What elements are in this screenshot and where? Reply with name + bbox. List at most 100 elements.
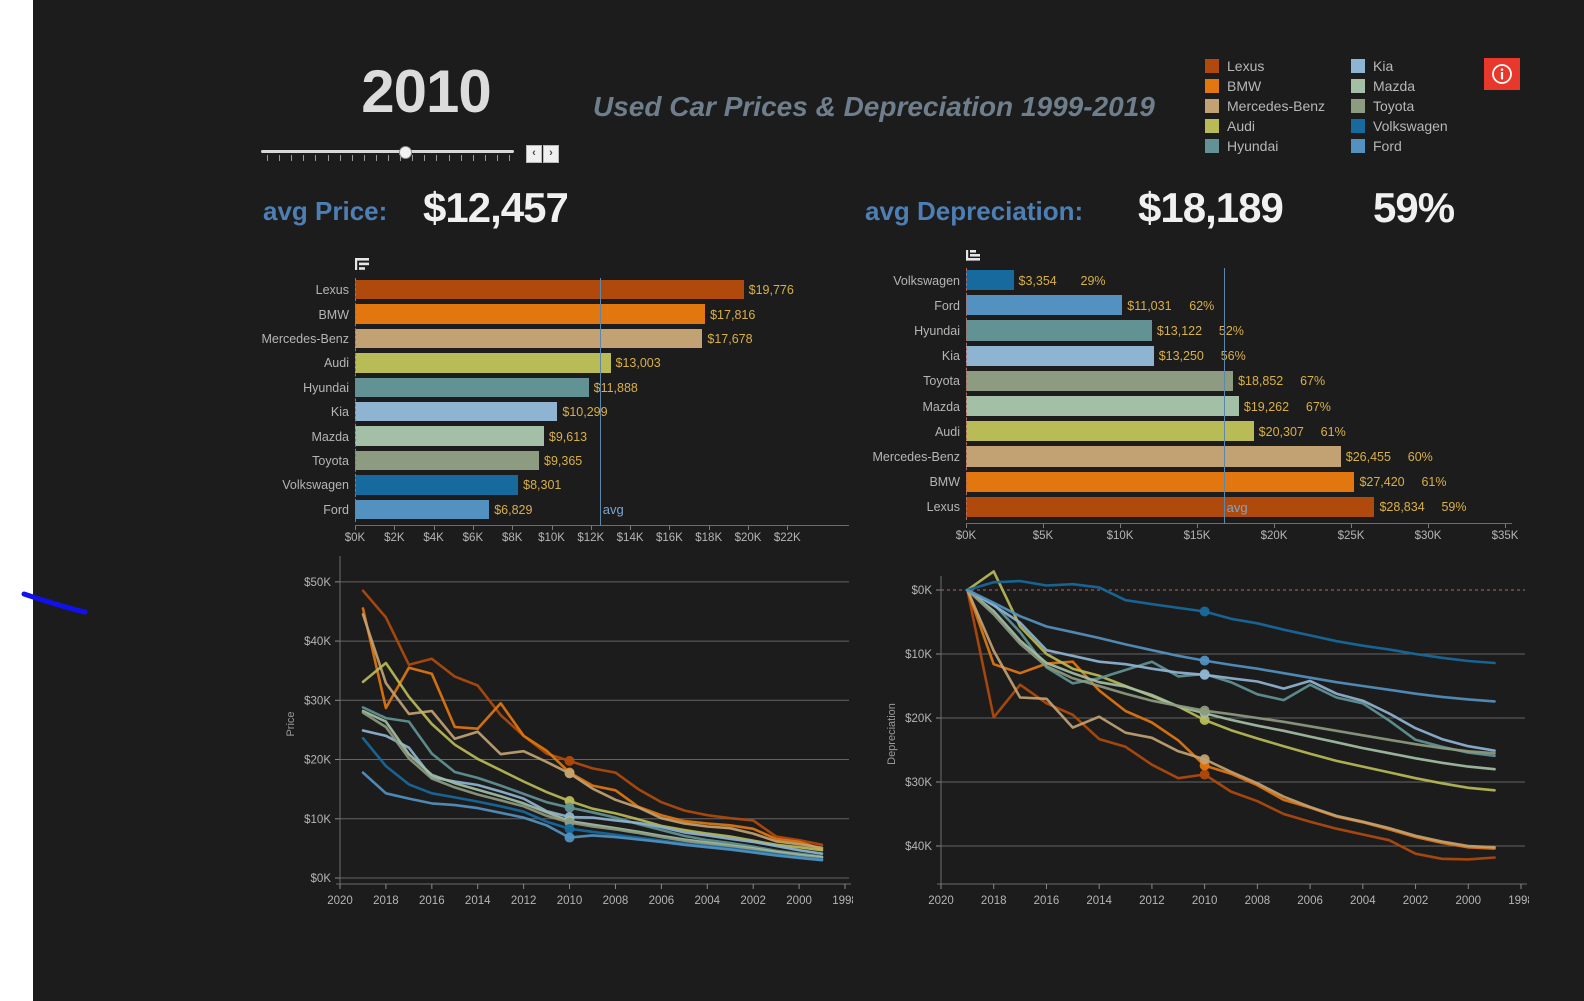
series-line-audi[interactable] bbox=[966, 570, 1496, 792]
legend-item-lexus[interactable]: Lexus bbox=[1205, 56, 1345, 76]
slider-track[interactable] bbox=[261, 150, 514, 153]
series-highlight-marker[interactable] bbox=[1199, 669, 1210, 680]
table-row[interactable]: Toyota $18,852 67% bbox=[923, 369, 1512, 394]
bar-segment[interactable] bbox=[966, 295, 1123, 316]
bar-segment[interactable] bbox=[355, 450, 540, 471]
series-highlight-marker[interactable] bbox=[1199, 705, 1210, 716]
series-line-ford[interactable] bbox=[966, 588, 1496, 703]
bar-segment[interactable] bbox=[355, 353, 611, 373]
series-highlight-marker[interactable] bbox=[564, 768, 575, 779]
series-highlight-marker[interactable] bbox=[1199, 754, 1210, 765]
info-circle-icon[interactable] bbox=[1484, 58, 1520, 90]
table-row[interactable]: Mercedes-Benz $17,678 bbox=[261, 327, 849, 351]
legend-item-hyundai[interactable]: Hyundai bbox=[1205, 136, 1345, 156]
bar-segment[interactable] bbox=[966, 421, 1254, 442]
legend-item-mazda[interactable]: Mazda bbox=[1351, 76, 1491, 96]
slider-tick bbox=[363, 155, 365, 161]
table-row[interactable]: Volkswagen $3,354 29% bbox=[893, 268, 1512, 293]
table-row[interactable]: Audi $20,307 61% bbox=[935, 419, 1512, 444]
series-line-mercedes-benz[interactable] bbox=[966, 588, 1496, 849]
legend-label: BMW bbox=[1227, 78, 1262, 94]
bar-segment[interactable] bbox=[966, 270, 1014, 291]
bar-segment[interactable] bbox=[966, 471, 1355, 492]
legend-item-kia[interactable]: Kia bbox=[1351, 56, 1491, 76]
series-highlight-marker[interactable] bbox=[564, 823, 575, 834]
bar-segment[interactable] bbox=[966, 496, 1375, 517]
series-highlight-marker[interactable] bbox=[564, 802, 575, 813]
bar-segment[interactable] bbox=[355, 499, 490, 519]
bar-segment[interactable] bbox=[966, 446, 1341, 467]
series-highlight-marker[interactable] bbox=[1199, 769, 1210, 780]
slider-tick bbox=[339, 155, 341, 161]
table-row[interactable]: BMW $17,816 bbox=[318, 302, 849, 326]
series-line-hyundai[interactable] bbox=[361, 706, 824, 858]
series-line-ford[interactable] bbox=[361, 771, 824, 862]
bar-category-label: Kia bbox=[941, 349, 960, 364]
bar-segment[interactable] bbox=[355, 304, 706, 324]
bar-segment[interactable] bbox=[966, 370, 1234, 391]
series-line-mercedes-benz[interactable] bbox=[361, 613, 824, 850]
legend-item-audi[interactable]: Audi bbox=[1205, 116, 1345, 136]
table-row[interactable]: Ford $11,031 62% bbox=[934, 293, 1512, 318]
series-line-hyundai[interactable] bbox=[966, 588, 1496, 758]
series-line-mazda[interactable] bbox=[966, 588, 1496, 771]
sort-ascending-icon[interactable] bbox=[966, 248, 982, 262]
table-row[interactable]: Kia $10,299 bbox=[331, 400, 849, 424]
bar-category-label: Volkswagen bbox=[893, 273, 960, 288]
table-row[interactable]: Mercedes-Benz $26,455 60% bbox=[872, 444, 1512, 469]
bar-segment[interactable] bbox=[966, 345, 1154, 366]
series-line-audi[interactable] bbox=[361, 661, 824, 852]
series-line-toyota[interactable] bbox=[361, 711, 824, 860]
table-row[interactable]: Hyundai $13,122 52% bbox=[914, 318, 1512, 343]
series-line-volkswagen[interactable] bbox=[966, 579, 1496, 665]
slider-handle[interactable] bbox=[399, 146, 412, 159]
slider-next-button[interactable]: › bbox=[543, 145, 559, 163]
price-line-svg[interactable]: $0K $10K $20K $30K $40K $50K Price 2020 2018 2016… bbox=[278, 552, 858, 922]
series-highlight-marker[interactable] bbox=[564, 755, 575, 766]
bar-segment[interactable] bbox=[355, 401, 558, 422]
table-row[interactable]: Lexus $19,776 bbox=[316, 278, 849, 302]
table-row[interactable]: Volkswagen $8,301 bbox=[282, 473, 849, 497]
bar-segment[interactable] bbox=[355, 328, 703, 349]
legend-label: Mazda bbox=[1373, 78, 1416, 94]
legend-item-volkswagen[interactable]: Volkswagen bbox=[1351, 116, 1491, 136]
series-line-toyota[interactable] bbox=[966, 588, 1496, 755]
x-tick-label: 2000 bbox=[1455, 895, 1481, 907]
legend-item-ford[interactable]: Ford bbox=[1351, 136, 1491, 156]
year-slider[interactable] bbox=[261, 146, 521, 162]
bar-segment[interactable] bbox=[355, 377, 589, 397]
table-row[interactable]: Mazda $9,613 bbox=[311, 424, 849, 448]
table-row[interactable]: Toyota $9,365 bbox=[312, 449, 849, 473]
slider-prev-button[interactable]: ‹ bbox=[526, 145, 542, 163]
table-row[interactable]: Mazda $19,262 67% bbox=[922, 394, 1512, 419]
depreciation-line-svg[interactable]: $0K $10K $20K $30K $40K Depreciation 2020 2018 2… bbox=[869, 552, 1534, 922]
legend-item-bmw[interactable]: BMW bbox=[1205, 76, 1345, 96]
sort-descending-icon[interactable] bbox=[355, 258, 371, 272]
table-row[interactable]: Audi $13,003 bbox=[324, 351, 849, 375]
legend-item-toyota[interactable]: Toyota bbox=[1351, 96, 1491, 116]
series-line-bmw[interactable] bbox=[361, 607, 824, 851]
table-row[interactable]: Hyundai $11,888 bbox=[303, 376, 849, 400]
y-tick-label: $0K bbox=[311, 873, 332, 885]
slider-tick bbox=[448, 155, 450, 161]
bar-segment[interactable] bbox=[355, 426, 544, 446]
series-line-lexus[interactable] bbox=[361, 589, 824, 847]
x-tick-label: 2016 bbox=[1034, 895, 1060, 907]
bar-segment[interactable] bbox=[966, 320, 1152, 341]
series-line-kia[interactable] bbox=[966, 588, 1496, 752]
depreciation-axis-line bbox=[966, 523, 1512, 524]
avg-price-value: $12,457 bbox=[423, 184, 569, 231]
table-row[interactable]: Lexus $28,834 59% bbox=[927, 495, 1512, 520]
bar-segment[interactable] bbox=[966, 395, 1239, 417]
table-row[interactable]: Ford $6,829 bbox=[323, 498, 849, 522]
series-highlight-marker[interactable] bbox=[1199, 655, 1210, 666]
table-row[interactable]: BMW $27,420 61% bbox=[929, 470, 1512, 495]
series-highlight-marker[interactable] bbox=[1199, 606, 1210, 617]
bar-segment[interactable] bbox=[355, 475, 519, 495]
table-row[interactable]: Kia $13,250 56% bbox=[942, 344, 1512, 369]
slider-tick bbox=[279, 155, 281, 161]
series-highlight-marker[interactable] bbox=[564, 832, 575, 843]
bar-segment[interactable] bbox=[355, 280, 744, 300]
legend-item-mercedes-benz[interactable]: Mercedes-Benz bbox=[1205, 96, 1345, 116]
series-line-lexus[interactable] bbox=[966, 588, 1496, 861]
